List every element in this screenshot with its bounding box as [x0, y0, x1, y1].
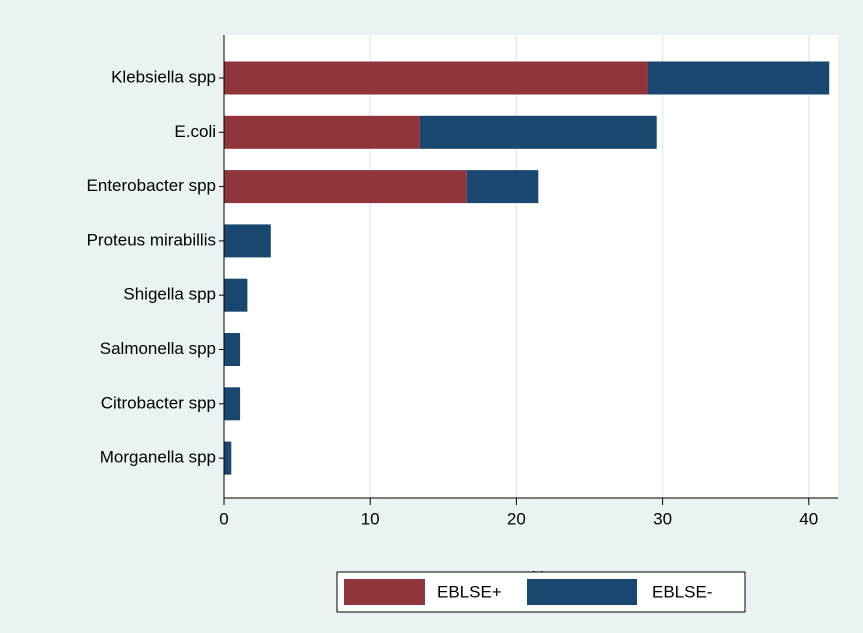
legend-swatch: [527, 579, 637, 605]
bar: [224, 170, 467, 204]
x-tick-label: 10: [361, 509, 380, 528]
bar: [224, 224, 271, 258]
x-tick-label: 0: [219, 509, 228, 528]
y-tick-label: Salmonella spp: [100, 339, 216, 358]
y-tick-label: Proteus mirabillis: [87, 230, 216, 249]
bar: [224, 441, 232, 475]
x-tick-label: 20: [507, 509, 526, 528]
y-tick-label: Citrobacter spp: [101, 393, 216, 412]
bar: [224, 61, 648, 95]
y-tick-label: Shigella spp: [123, 285, 216, 304]
bar: [647, 61, 830, 95]
bar: [466, 170, 539, 204]
bar: [224, 278, 248, 312]
y-tick-label: E.coli: [174, 122, 216, 141]
bar: [224, 115, 420, 149]
bar: [224, 333, 241, 366]
y-tick-label: Morganella spp: [100, 448, 216, 467]
x-tick-label: 40: [799, 509, 818, 528]
y-tick-label: Klebsiella spp: [111, 67, 216, 86]
plot-area: [224, 35, 838, 498]
legend-label: EBLSE-: [652, 582, 712, 601]
bar: [419, 115, 657, 149]
x-tick-label: 30: [653, 509, 672, 528]
bar: [224, 387, 241, 421]
legend-label: EBLSE+: [437, 582, 502, 601]
legend-swatch: [344, 579, 425, 605]
y-tick-label: Enterobacter spp: [87, 176, 216, 195]
